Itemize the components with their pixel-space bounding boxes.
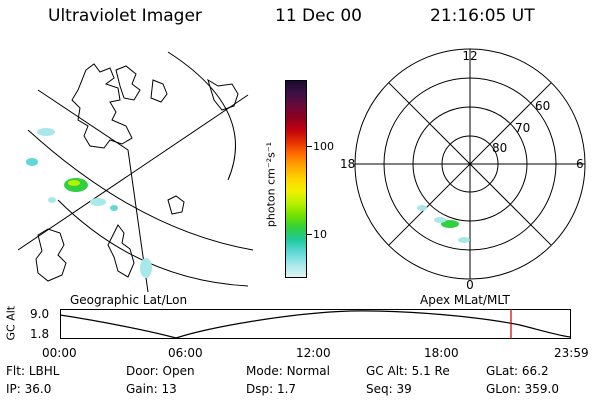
map-coastline [71, 63, 133, 149]
status-ip: IP: 36.0 [6, 382, 52, 396]
colorbar-label: photon cm⁻²s⁻¹ [264, 141, 278, 228]
emission-patch [441, 220, 459, 228]
lat-label-80: 80 [492, 141, 507, 155]
polar-meridian [388, 82, 552, 246]
emission-patch [458, 237, 470, 243]
status-gain: Gain: 13 [126, 382, 177, 396]
colorbar [285, 80, 307, 278]
lat-label-60: 60 [535, 99, 550, 113]
altitude-tick-low: 1.8 [30, 327, 50, 341]
colorbar-tick-label-low: 10 [313, 228, 327, 241]
colorbar-tick [306, 146, 312, 147]
polar-emission-patches [417, 205, 470, 243]
instrument-title: Ultraviolet Imager [48, 6, 202, 26]
map-latitude-arc [27, 129, 254, 251]
map-coastline [115, 65, 141, 101]
polar-plot: 12 18 6 0 60 70 80 [340, 48, 586, 292]
emission-patch [90, 198, 106, 206]
mlt-label-6: 6 [576, 157, 584, 171]
map-coastline [167, 195, 185, 215]
colorbar-gradient [286, 81, 306, 277]
emission-patch [48, 197, 56, 203]
altitude-axis-label: GC Alt [4, 305, 18, 341]
emission-patch [140, 258, 152, 278]
status-mode: Mode: Normal [246, 364, 330, 378]
emission-patch [110, 205, 118, 211]
time-tick-1200: 12:00 [296, 346, 331, 360]
altitude-plot-frame [60, 309, 571, 339]
mlt-label-0: 0 [466, 278, 474, 292]
mlt-label-12: 12 [462, 49, 477, 63]
observation-time: 21:16:05 UT [430, 6, 535, 26]
emission-patch [68, 180, 80, 186]
map-latitude-arc [167, 51, 236, 181]
map-coastline [207, 78, 239, 111]
time-tick-1800: 18:00 [424, 346, 459, 360]
time-tick-0000: 00:00 [42, 346, 77, 360]
emission-patch [434, 217, 446, 223]
lat-label-70: 70 [515, 121, 530, 135]
map-coastline [150, 79, 168, 103]
map-latitude-arc [57, 199, 249, 287]
observation-date: 11 Dec 00 [275, 6, 362, 26]
altitude-tick-high: 9.0 [30, 307, 50, 321]
altitude-curve [60, 310, 571, 339]
status-gc-alt: GC Alt: 5.1 Re [366, 364, 450, 378]
altitude-plot [60, 309, 571, 339]
status-door: Door: Open [126, 364, 195, 378]
time-tick-0600: 06:00 [168, 346, 203, 360]
emission-patch [417, 205, 427, 211]
geographic-map [18, 51, 254, 292]
status-filter: Flt: LBHL [6, 364, 60, 378]
map-coastline [107, 224, 135, 278]
emission-patch [37, 128, 55, 136]
map-meridian-line [18, 94, 249, 251]
status-glat: GLat: 66.2 [486, 364, 549, 378]
colorbar-tick-label-high: 100 [313, 140, 334, 153]
status-dsp: Dsp: 1.7 [246, 382, 297, 396]
time-tick-2359: 23:59 [554, 346, 589, 360]
status-seq: Seq: 39 [366, 382, 412, 396]
mlt-label-18: 18 [340, 157, 355, 171]
map-coastline [35, 228, 67, 282]
emission-patch [26, 158, 38, 166]
geo-panel-label: Geographic Lat/Lon [70, 293, 188, 307]
status-glon: GLon: 359.0 [486, 382, 559, 396]
map-meridian-line [37, 89, 129, 151]
emission-patches [26, 128, 152, 278]
colorbar-tick [306, 234, 312, 235]
polar-panel-label: Apex MLat/MLT [420, 293, 510, 307]
